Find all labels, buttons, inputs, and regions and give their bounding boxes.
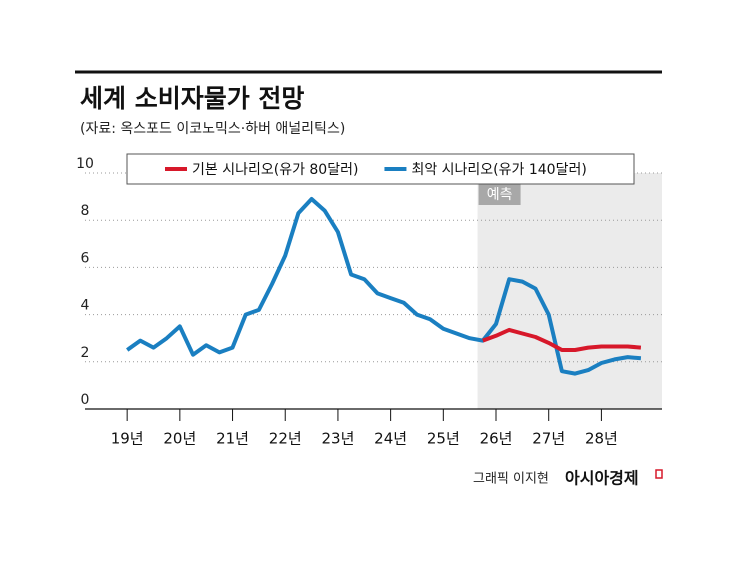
x-tick-label: 22년 xyxy=(269,430,302,448)
series-line xyxy=(126,197,642,376)
y-tick-label: 4 xyxy=(81,298,90,314)
x-tick-label: 25년 xyxy=(427,430,460,448)
legend-label: 최악 시나리오(유가 140달러) xyxy=(411,162,586,178)
y-tick-label: 2 xyxy=(81,345,90,361)
chart-subtitle: (자료: 옥스포드 이코노믹스·하버 애널리틱스) xyxy=(80,121,345,137)
forecast-label-bg xyxy=(478,183,521,205)
series-line xyxy=(482,327,642,352)
plot: 예측 0 2 4 6 8 10 19년 20년 21년 22년 23년 24년 25년 26년 27년 28년 기… xyxy=(76,153,662,448)
chart-title: 세계 소비자물가 전망 xyxy=(80,84,304,113)
x-tick-label: 27년 xyxy=(532,430,565,448)
y-tick-label: 0 xyxy=(81,392,90,408)
y-tick-label: 8 xyxy=(81,203,90,219)
credit-outlet: 아시아경제 xyxy=(565,469,639,488)
x-tick-label: 19년 xyxy=(111,430,144,448)
forecast-label: 예측 xyxy=(487,187,513,203)
credit-author: 그래픽 이지현 xyxy=(473,472,549,487)
forecast-region xyxy=(477,173,662,409)
x-tick-label: 20년 xyxy=(163,430,196,448)
x-tick-label: 26년 xyxy=(480,430,513,448)
legend-box xyxy=(126,153,635,185)
logo-mark xyxy=(655,469,663,479)
legend-label: 기본 시나리오(유가 80달러) xyxy=(192,162,358,178)
y-tick-label: 6 xyxy=(81,250,90,266)
x-tick-label: 21년 xyxy=(216,430,249,448)
x-tick-label: 24년 xyxy=(374,430,407,448)
x-tick-label: 23년 xyxy=(321,430,354,448)
y-tick-label: 10 xyxy=(76,156,94,172)
x-tick-label: 28년 xyxy=(585,430,618,448)
